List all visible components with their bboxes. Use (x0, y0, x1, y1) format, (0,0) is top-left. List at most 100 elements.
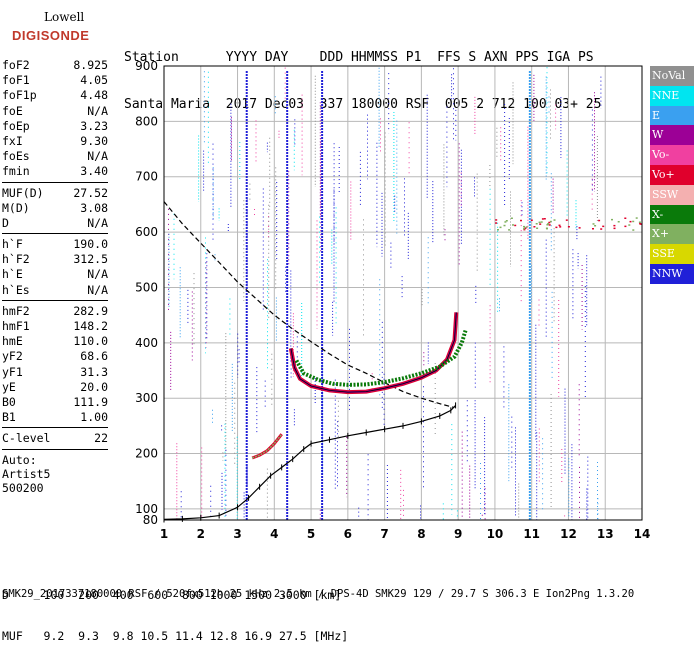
header-labels: Station YYYY DAY DDD HHMMSS P1 FFS S AXN… (124, 50, 594, 65)
param-value: 4.05 (80, 73, 108, 88)
separator (2, 299, 108, 301)
y-tick-label: 500 (135, 280, 158, 294)
param-name: foE (2, 103, 23, 118)
param-value: 3.23 (80, 118, 108, 133)
noise-dot (539, 223, 542, 225)
param-row-fof1: foF1 4.05 (2, 73, 108, 88)
param-name: M(D) (2, 200, 30, 215)
y-tick-label: 200 (135, 447, 158, 461)
noise-dot (567, 226, 570, 228)
muf-distance-row: D 100 200 400 600 800 1000 1500 3000 [km… (2, 588, 342, 602)
param-row-foes: foEs N/A (2, 149, 108, 164)
param-row-b0: B0 111.9 (2, 395, 108, 410)
noise-dot (629, 220, 632, 223)
legend-w: W (650, 125, 694, 146)
param-name: MUF(D) (2, 185, 44, 200)
noise-dot (523, 227, 526, 230)
nh-profile-lower (163, 404, 457, 520)
legend-vo: Vo- (650, 145, 694, 165)
noise-dot (611, 218, 613, 221)
param-row-fof1p: foF1p 4.48 (2, 88, 108, 103)
param-row-fof2: foF2 8.925 (2, 58, 108, 73)
legend-ssw: SSW (650, 184, 694, 205)
x-tick-label: 13 (597, 527, 614, 541)
x-tick-label: 2 (197, 527, 205, 541)
param-row-hmf2: hmF2 282.9 (2, 304, 108, 319)
noise-dot (495, 219, 498, 221)
param-name: foF1 (2, 73, 30, 88)
param-row-hf: h`F 190.0 (2, 237, 108, 252)
x-tick-label: 10 (487, 527, 504, 541)
param-name: fxI (2, 133, 23, 148)
muf-table: D 100 200 400 600 800 1000 1500 3000 [km… (2, 560, 348, 656)
f1-trace-x (251, 433, 283, 459)
x-tick-label: 8 (417, 527, 425, 541)
x-tick-label: 11 (523, 527, 540, 541)
noise-dot (640, 223, 643, 225)
param-value: 31.3 (80, 364, 108, 379)
param-row-ye: yE 20.0 (2, 380, 108, 395)
y-tick-label: 700 (135, 170, 158, 184)
param-row-he: h`E N/A (2, 267, 108, 282)
noise-dot (592, 223, 595, 225)
param-name: h`Es (2, 282, 30, 297)
param-value: 9.30 (80, 133, 108, 148)
param-row-hf2: h`F2 312.5 (2, 252, 108, 267)
noise-dot (639, 223, 642, 225)
noise-dot (540, 221, 543, 223)
noise-dot (638, 221, 641, 223)
param-row-md: M(D) 3.08 (2, 201, 108, 216)
noise-dot (594, 225, 597, 227)
param-name: hmE (2, 334, 23, 349)
x-tick-label: 6 (344, 527, 352, 541)
param-value: 27.52 (73, 185, 108, 200)
legend-nnw: NNW (650, 263, 694, 284)
auto-line: 500200 (2, 480, 44, 495)
noise-dot (613, 224, 616, 227)
param-row-yf2: yF2 68.6 (2, 349, 108, 364)
param-row-fxi: fxI 9.30 (2, 134, 108, 149)
param-row-b1: B1 1.00 (2, 410, 108, 425)
param-value: 111.9 (73, 394, 108, 409)
noise-layer (168, 67, 643, 520)
param-value: 312.5 (73, 252, 108, 267)
param-value: N/A (87, 267, 108, 282)
x-tick-label: 3 (233, 527, 241, 541)
legend-sse: SSE (650, 244, 694, 264)
noise-dot (565, 219, 568, 221)
noise-dot (504, 221, 507, 223)
autoscaling-info: Auto: Artist5 500200 (2, 453, 108, 495)
legend-x: X+ (650, 224, 694, 245)
y-tick-label: 80 (143, 513, 158, 527)
muf-frequency-row: MUF 9.2 9.3 9.8 10.5 11.4 12.8 16.9 27.5… (2, 629, 349, 643)
param-value: 148.2 (73, 319, 108, 333)
param-row-clevel: C-level 22 (2, 431, 108, 446)
noise-dot (546, 224, 549, 226)
logo-digisonde-text: DIGISONDE (12, 28, 90, 43)
noise-dot (632, 220, 635, 223)
noise-dot (533, 226, 536, 228)
param-row-foep: foEp 3.23 (2, 119, 108, 134)
param-value: 3.08 (80, 200, 108, 215)
noise-dot (602, 225, 605, 228)
separator (2, 181, 108, 183)
param-value: N/A (87, 103, 108, 118)
param-value: 20.0 (80, 379, 108, 394)
noise-dot (592, 228, 594, 230)
param-value: 1.00 (80, 410, 108, 425)
separator (2, 427, 108, 429)
noise-dot (558, 224, 561, 227)
noise-dot (514, 224, 517, 227)
param-name: foF1p (2, 88, 37, 103)
y-tick-label: 300 (135, 391, 158, 405)
trace-layer (163, 201, 468, 523)
param-name: foF2 (2, 58, 30, 72)
noise-dot (555, 226, 558, 229)
noise-dot (547, 223, 550, 225)
noise-dot (497, 229, 499, 231)
param-value: 68.6 (80, 349, 108, 364)
param-name: foEs (2, 149, 30, 164)
legend-vo: Vo+ (650, 164, 694, 185)
param-name: B1 (2, 410, 16, 425)
